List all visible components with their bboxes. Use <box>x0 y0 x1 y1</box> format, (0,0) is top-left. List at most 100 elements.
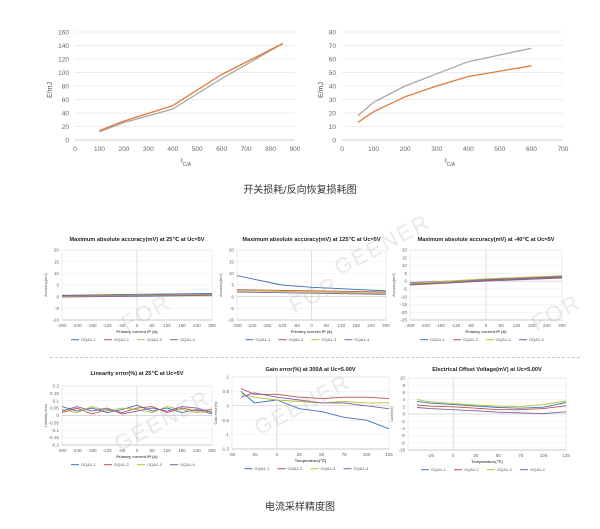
y-tick-label: 2 <box>402 404 405 409</box>
x-tick-label: 500 <box>494 146 505 153</box>
x-tick-label: 60 <box>149 448 155 453</box>
y-tick-label: -10 <box>400 294 407 299</box>
y-tick-label: 70 <box>329 43 337 50</box>
series-line-gqa1-1 <box>240 391 390 430</box>
legend-label: GQA1-3 <box>321 466 336 471</box>
x-tick-label: 600 <box>526 146 537 153</box>
series-line-gqa1-2 <box>409 276 563 285</box>
x-tick-label: -60 <box>293 323 300 328</box>
x-tick-label: 120 <box>163 448 171 453</box>
x-tick-label: 125 <box>562 453 570 458</box>
legend-label: GQA1-2 <box>289 337 304 342</box>
chart-title: Electrical Offset Voltage(mV) at Uc=5.00… <box>432 367 542 373</box>
x-tick-label: 800 <box>265 146 276 153</box>
x-tick-label: 25 <box>473 453 479 458</box>
x-tick-label: 100 <box>94 146 105 153</box>
x-tick-label: 700 <box>241 146 252 153</box>
legend-label: GQA1-4 <box>180 462 195 467</box>
x-tick-label: 200 <box>118 146 129 153</box>
x-axis-label: Primary current IP (A) <box>116 329 158 334</box>
legend-label: GQA1-4 <box>354 466 369 471</box>
y-tick-label: 0 <box>231 294 234 299</box>
y-tick-label: -0.2 <box>51 443 59 448</box>
y-tick-label: -15 <box>400 302 407 307</box>
y-tick-label: 5 <box>56 283 59 288</box>
x-tick-label: 300 <box>558 323 566 328</box>
chart-title: Maximum absolute accuracy(mV) at 125℃ at… <box>242 236 380 243</box>
x-tick-label: 0 <box>310 323 313 328</box>
y-axis-label: E/mJ <box>318 82 325 98</box>
legend-label: GQA1-1 <box>81 462 96 467</box>
x-axis-label: IC/A <box>445 158 456 168</box>
x-tick-label: 700 <box>558 146 569 153</box>
y-tick-label: -0.5 <box>221 418 229 423</box>
y-tick-label: -1 <box>225 432 230 437</box>
chart-title: Maximum absolute accuracy(mV) at -40℃ at… <box>418 236 555 243</box>
y-tick-label: 5 <box>404 271 407 276</box>
y-axis-label: Uoe(mV) <box>390 406 394 422</box>
y-tick-label: -10 <box>52 318 59 323</box>
x-tick-label: 100 <box>368 146 379 153</box>
x-tick-label: 300 <box>143 146 154 153</box>
y-tick-label: 60 <box>62 97 70 104</box>
y-tick-label: 5 <box>231 283 234 288</box>
x-tick-label: -240 <box>421 323 431 328</box>
y-tick-label: 15 <box>229 259 235 264</box>
series-line-gqa1-2 <box>416 404 567 411</box>
y-tick-label: 140 <box>58 43 69 50</box>
y-tick-label: 80 <box>62 83 70 90</box>
x-tick-label: 0 <box>340 146 344 153</box>
y-tick-label: -10 <box>398 448 405 453</box>
legend-label: GQA1-1 <box>431 467 446 472</box>
x-tick-label: 200 <box>400 146 411 153</box>
x-tick-label: 50 <box>319 452 325 457</box>
y-tick-label: 1 <box>226 375 229 380</box>
series-line-gqa1-4 <box>61 406 213 415</box>
caption-accuracy: 电流采样精度图 <box>265 502 335 513</box>
y-tick-label: 0.5 <box>223 389 230 394</box>
legend-label: GQA1-1 <box>255 466 270 471</box>
y-tick-label: 40 <box>62 110 70 117</box>
x-tick-label: 0 <box>73 146 77 153</box>
y-tick-label: 0 <box>404 279 407 284</box>
series-line-1 <box>99 42 284 133</box>
y-tick-label: -10 <box>227 318 234 323</box>
x-tick-label: 100 <box>363 452 371 457</box>
x-tick-label: 60 <box>499 323 505 328</box>
y-tick-label: 10 <box>402 263 408 268</box>
x-tick-label: 75 <box>342 452 348 457</box>
x-tick-label: 500 <box>192 146 203 153</box>
y-tick-label: -0.15 <box>49 435 60 440</box>
y-tick-label: -25 <box>400 318 407 323</box>
legend-label: GQA1-4 <box>530 467 545 472</box>
y-tick-label: -5 <box>230 306 235 311</box>
y-tick-label: 6 <box>402 390 405 395</box>
chart-title: Maximum absolute accuracy(mV) at 25℃ at … <box>69 236 204 243</box>
series-line-gqa1-4 <box>236 291 387 295</box>
legend-label: GQA1-2 <box>114 462 129 467</box>
x-tick-label: -120 <box>102 448 112 453</box>
legend-label: GQA1-3 <box>497 467 512 472</box>
x-tick-label: 300 <box>431 146 442 153</box>
y-tick-label: 20 <box>54 248 60 253</box>
chart-title: Linearity error(%) at 25℃ at Uc=5V <box>90 370 183 377</box>
x-tick-label: 120 <box>337 323 345 328</box>
y-tick-label: -20 <box>400 310 407 315</box>
x-axis-label: IC/A <box>181 158 192 168</box>
x-tick-label: -180 <box>87 448 97 453</box>
y-tick-label: 0 <box>402 412 405 417</box>
x-tick-label: 100 <box>540 453 548 458</box>
legend-label: GQA1-2 <box>114 337 129 342</box>
y-tick-label: 160 <box>58 29 69 36</box>
legend-label: GQA1-4 <box>180 337 195 342</box>
y-tick-label: 4 <box>402 397 405 402</box>
y-axis-label: Accuracy(mV) <box>44 272 48 297</box>
x-tick-label: 240 <box>367 323 375 328</box>
legend-label: GQA1-1 <box>430 337 445 342</box>
x-tick-label: 60 <box>149 323 155 328</box>
y-axis-label: Linearity error <box>44 403 48 427</box>
y-tick-label: 50 <box>329 70 337 77</box>
x-tick-label: -120 <box>277 323 287 328</box>
x-tick-label: -60 <box>119 323 126 328</box>
